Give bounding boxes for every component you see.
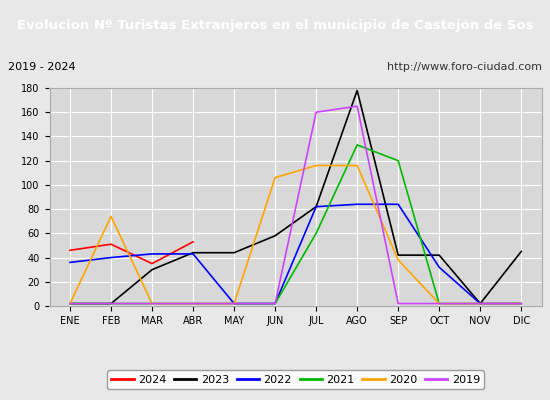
Text: Evolucion Nº Turistas Extranjeros en el municipio de Castejón de Sos: Evolucion Nº Turistas Extranjeros en el …	[16, 18, 534, 32]
Legend: 2024, 2023, 2022, 2021, 2020, 2019: 2024, 2023, 2022, 2021, 2020, 2019	[107, 370, 485, 389]
Text: 2019 - 2024: 2019 - 2024	[8, 62, 76, 72]
Text: http://www.foro-ciudad.com: http://www.foro-ciudad.com	[387, 62, 542, 72]
